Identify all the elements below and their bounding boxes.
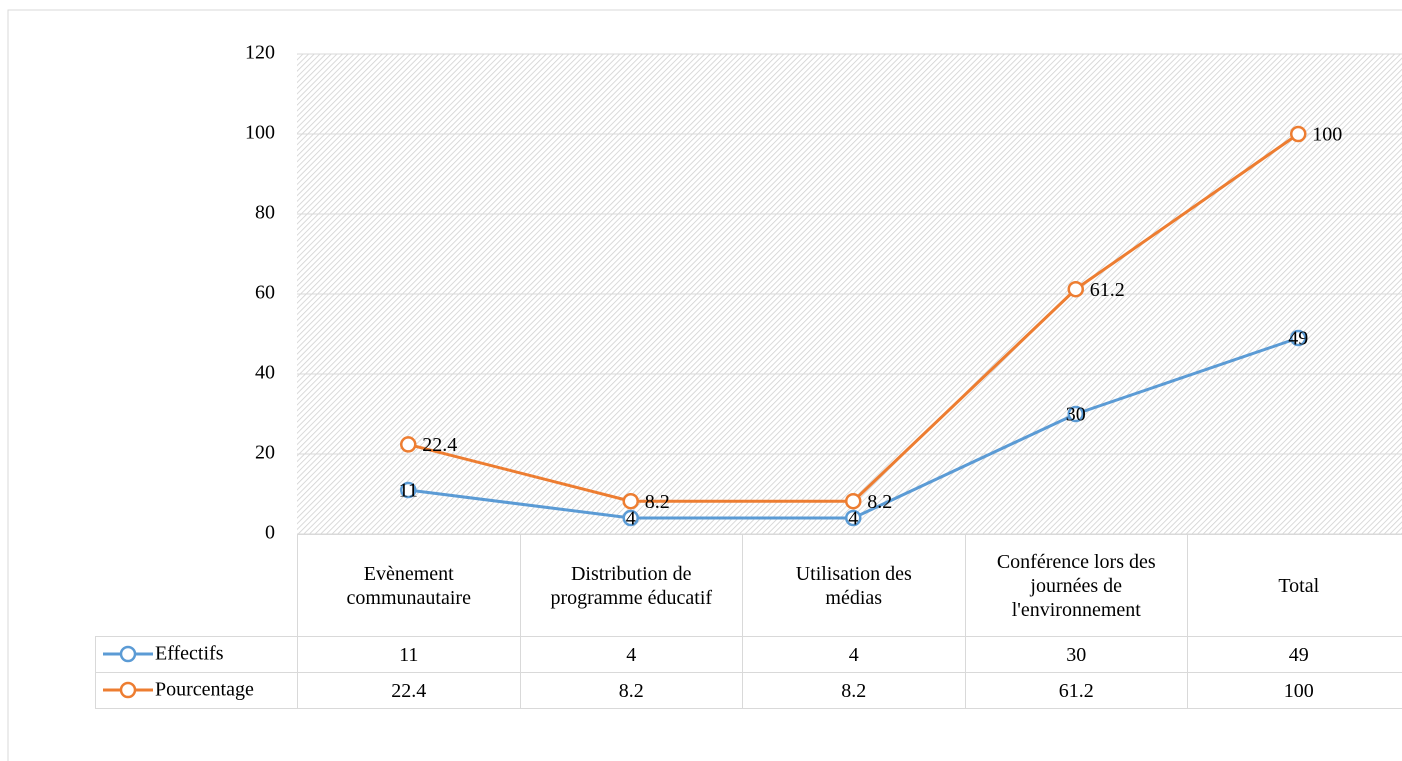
table-value: 61.2 — [964, 672, 1188, 709]
point — [400, 481, 417, 499]
data-label: 8.2 — [867, 491, 892, 513]
legend-cell — [95, 636, 298, 673]
table-value: 8.2 — [742, 672, 966, 709]
data-label: 22.4 — [422, 434, 457, 456]
table-value: 100 — [1187, 672, 1402, 709]
table-value: 8.2 — [519, 672, 743, 709]
point — [1290, 329, 1307, 347]
y-tick-label: 0 — [265, 522, 275, 544]
point — [1067, 280, 1084, 298]
legend-label: Effectifs — [155, 643, 224, 665]
point — [400, 436, 417, 453]
table-value: 30 — [964, 636, 1188, 673]
x-tick-label: Evènement communautaire — [297, 534, 521, 637]
data-label: 4 — [626, 508, 636, 530]
legend-label: Pourcentage — [155, 679, 254, 701]
table-value: 22.4 — [297, 672, 521, 709]
x-tick-label: Conférence lors des journées de l'enviro… — [964, 534, 1188, 637]
data-label: 61.2 — [1090, 279, 1125, 301]
table-value: 49 — [1187, 636, 1402, 673]
y-tick-label: 80 — [255, 202, 275, 224]
y-tick-label: 40 — [255, 362, 275, 384]
data-label: 8.2 — [645, 491, 670, 513]
point — [622, 492, 639, 510]
point — [845, 509, 862, 527]
point — [845, 492, 862, 510]
data-label: 30 — [1066, 404, 1086, 426]
y-tick-label: 120 — [245, 42, 275, 64]
table-value: 4 — [519, 636, 743, 673]
y-tick-label: 20 — [255, 442, 275, 464]
data-label: 11 — [399, 480, 418, 502]
point — [622, 509, 639, 527]
data-label: 49 — [1288, 328, 1308, 350]
legend-cell — [95, 672, 298, 709]
x-tick-label: Utilisation des médias — [742, 534, 966, 637]
data-label: 100 — [1312, 124, 1342, 146]
x-tick-label: Total — [1187, 534, 1402, 637]
point — [1067, 405, 1084, 423]
legend-marker — [119, 681, 137, 699]
legend-marker — [119, 645, 137, 663]
table-value: 11 — [297, 636, 521, 673]
chart-border — [7, 9, 1402, 761]
data-label: 4 — [848, 508, 858, 530]
point — [1290, 125, 1307, 143]
x-tick-label: Distribution de programme éducatif — [519, 534, 743, 637]
y-tick-label: 100 — [245, 122, 275, 144]
table-value: 4 — [742, 636, 966, 673]
y-tick-label: 60 — [255, 282, 275, 304]
